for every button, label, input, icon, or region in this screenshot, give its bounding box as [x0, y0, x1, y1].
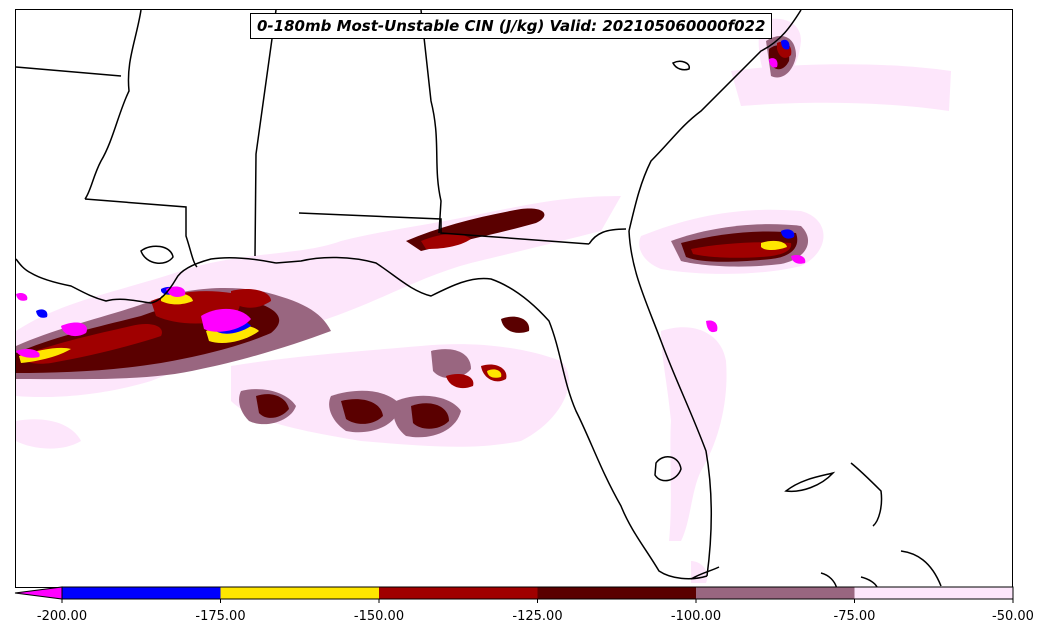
bahamas-1 [784, 471, 836, 493]
georgia-florida-border [588, 228, 627, 245]
colorbar-segment-5 [854, 587, 1013, 599]
alabama-georgia-border [420, 10, 442, 234]
colorbar-tick-label: -175.00 [195, 609, 246, 624]
florida-east-coast [628, 230, 713, 577]
atlantic-coast-north [628, 10, 802, 232]
colorbar-segment-4 [696, 587, 855, 599]
bahamas-2 [850, 462, 883, 527]
colorbar-segment-0 [62, 587, 221, 599]
colorbar-segment-1 [220, 587, 379, 599]
map-title: 0-180mb Most-Unstable CIN (J/kg) Valid: … [250, 13, 773, 39]
colorbar-segment-3 [537, 587, 696, 599]
colorbar-segment-2 [379, 587, 538, 599]
map-panel [15, 9, 1013, 588]
alabama-florida-border [298, 212, 590, 245]
sea-islands [671, 60, 690, 71]
colorbar-tick-label: -75.00 [833, 609, 876, 624]
lake-pontchartrain [140, 245, 174, 264]
mississippi-river-border [84, 10, 142, 200]
florida-west-coast [275, 256, 708, 580]
lake-okeechobee [654, 456, 682, 482]
mississippi-alabama-border [254, 10, 277, 257]
bahamas-3 [900, 550, 942, 587]
louisiana-mississippi-border [84, 198, 198, 268]
cin-field-magenta [16, 58, 806, 358]
bahamas-4 [820, 572, 838, 587]
cin-map [16, 10, 951, 587]
florida-keys [690, 566, 720, 580]
colorbar-extend-min [14, 586, 63, 600]
boundaries [16, 10, 942, 587]
bahamas-5 [860, 576, 878, 587]
arkansas-louisiana-border [16, 66, 122, 77]
colorbar [14, 586, 1014, 603]
colorbar-tick-label: -100.00 [670, 609, 722, 624]
gulf-coast-louisiana [16, 257, 277, 304]
colorbar-tick-label: -125.00 [512, 609, 563, 624]
colorbar-tick-label: -50.00 [992, 609, 1034, 624]
colorbar-tick-label: -150.00 [353, 609, 405, 624]
colorbar-tick-label: -200.00 [36, 609, 88, 624]
